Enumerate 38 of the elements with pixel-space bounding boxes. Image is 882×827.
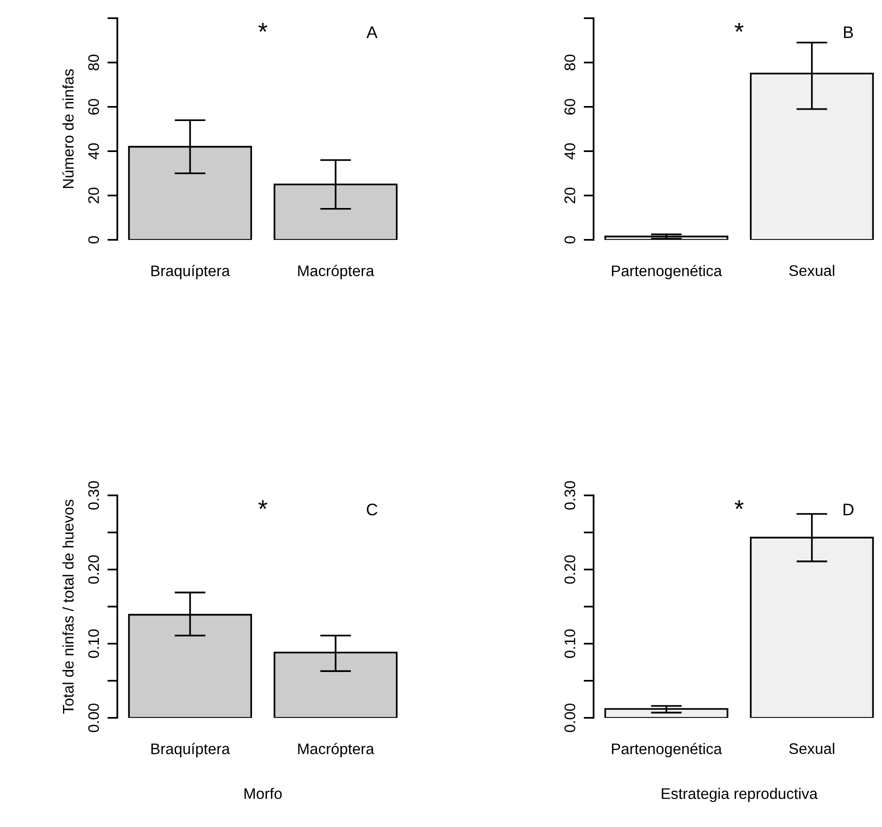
y-tick-label: 0	[88, 236, 100, 244]
annotation: D	[844, 504, 854, 516]
y-tick-label: 60	[88, 98, 100, 115]
y-tick-label: 0.30	[88, 481, 100, 510]
y-tick-label: 80	[564, 54, 576, 70]
x-tick-label: Partenogenética	[612, 264, 722, 280]
x-tick-label: Braquíptera	[151, 264, 230, 280]
annotation: *	[258, 22, 268, 32]
y-tick-label: 0.30	[564, 481, 576, 510]
y-tick-label: 0	[564, 236, 576, 244]
x-tick-label: Partenogenética	[612, 742, 722, 758]
x-axis-title: Estrategia reproductiva	[662, 788, 818, 802]
y-tick-label: 20	[88, 188, 100, 204]
y-tick-label: 80	[88, 54, 100, 70]
y-tick-label: 60	[564, 98, 576, 115]
y-tick-label: 0.20	[564, 555, 576, 584]
y-tick-label: 20	[564, 188, 576, 204]
annotation: C	[366, 504, 378, 516]
x-tick-label: Sexual	[789, 742, 834, 754]
y-tick-label: 0.00	[88, 704, 100, 732]
y-axis-title: Total de ninfas / total de huevos	[62, 500, 74, 714]
annotation: B	[844, 26, 853, 38]
x-tick-label: Macróptera	[298, 264, 374, 280]
x-tick-label: Sexual	[789, 264, 834, 276]
x-tick-label: Macróptera	[298, 742, 374, 758]
y-tick-label: 0.20	[88, 555, 100, 584]
y-axis-title: Número de ninfas	[62, 69, 74, 188]
y-tick-label: 40	[88, 143, 100, 160]
annotation: *	[258, 500, 268, 509]
y-tick-label: 40	[564, 143, 576, 160]
x-axis-title: Morfo	[244, 788, 282, 800]
y-tick-label: 0.00	[564, 704, 576, 732]
y-tick-label: 0.10	[88, 629, 100, 658]
y-tick-label: 0.10	[564, 629, 576, 658]
annotation: A	[366, 26, 378, 38]
annotation: *	[734, 500, 744, 509]
x-tick-label: Braquíptera	[151, 742, 230, 758]
annotation: *	[734, 22, 744, 32]
